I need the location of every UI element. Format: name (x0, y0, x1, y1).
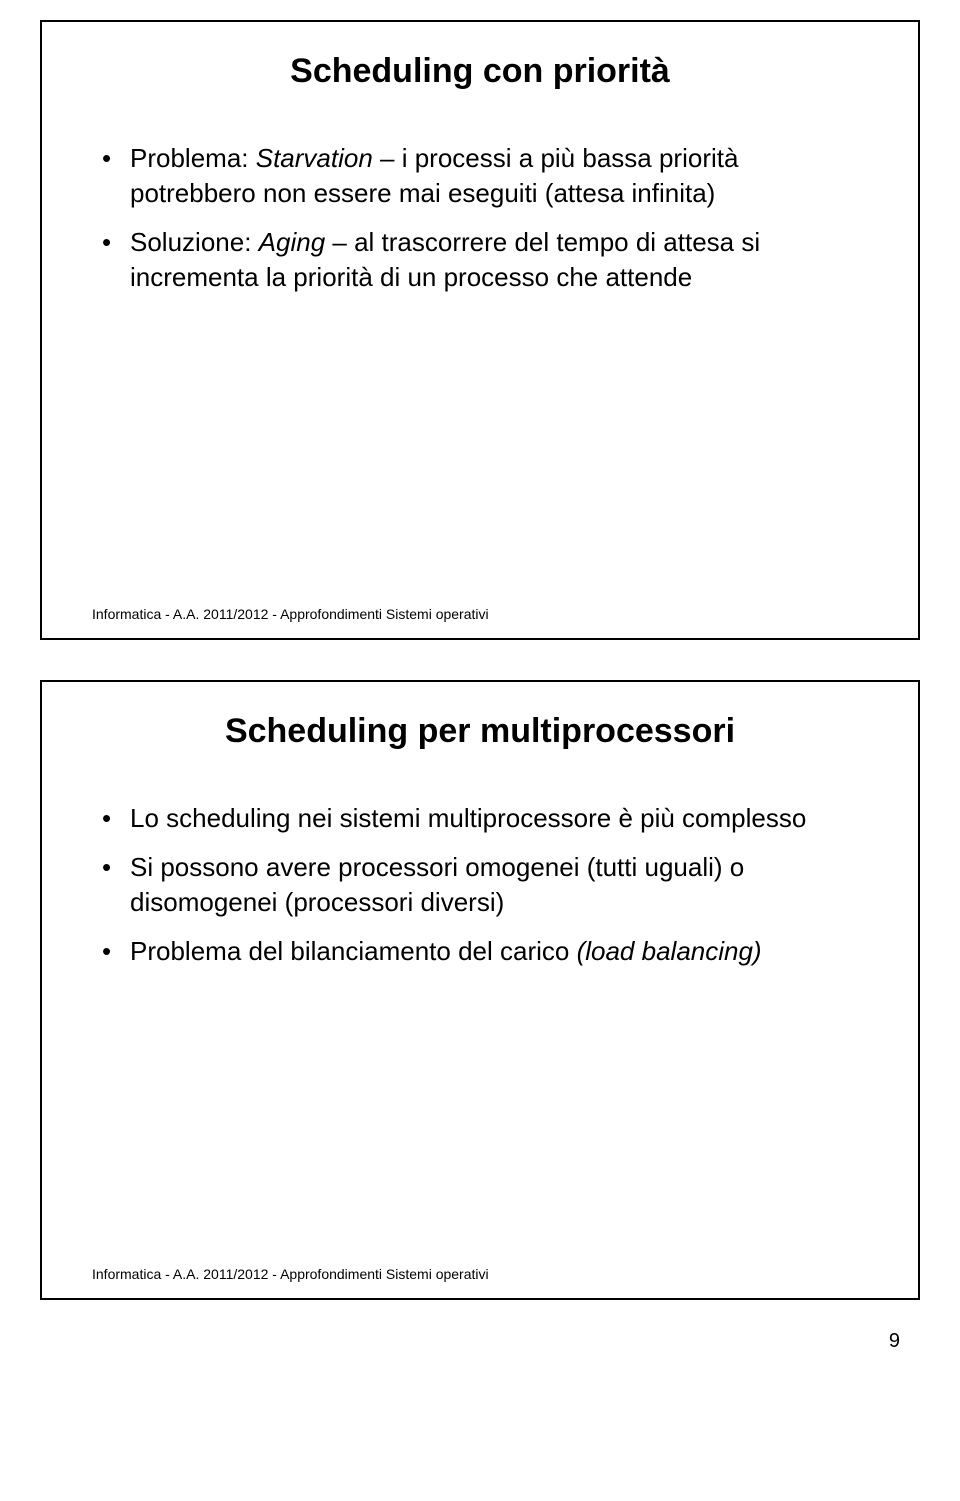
slide-2-bullet-3: Problema del bilanciamento del carico (l… (102, 934, 868, 969)
slide-2-bullet-2: Si possono avere processori omogenei (tu… (102, 850, 868, 920)
bullet-text-em: Starvation (256, 143, 373, 173)
slide-1: Scheduling con priorità Problema: Starva… (40, 20, 920, 640)
slide-1-title: Scheduling con priorità (92, 52, 868, 91)
bullet-text-em: (load balancing) (577, 936, 762, 966)
slide-2-bullets: Lo scheduling nei sistemi multiprocessor… (102, 801, 868, 969)
slide-2: Scheduling per multiprocessori Lo schedu… (40, 680, 920, 1300)
bullet-text-prefix: Soluzione: (130, 227, 259, 257)
slide-2-title: Scheduling per multiprocessori (92, 712, 868, 751)
slide-2-bullet-1: Lo scheduling nei sistemi multiprocessor… (102, 801, 868, 836)
page-number: 9 (40, 1330, 920, 1353)
slide-2-footer: Informatica - A.A. 2011/2012 - Approfond… (92, 1266, 489, 1282)
slide-1-bullets: Problema: Starvation – i processi a più … (102, 141, 868, 295)
bullet-text-prefix: Problema del bilanciamento del carico (130, 936, 577, 966)
slide-1-bullet-2: Soluzione: Aging – al trascorrere del te… (102, 225, 868, 295)
bullet-text-prefix: Problema: (130, 143, 256, 173)
page-container: Scheduling con priorità Problema: Starva… (0, 0, 960, 1373)
slide-1-footer: Informatica - A.A. 2011/2012 - Approfond… (92, 606, 489, 622)
slide-1-bullet-1: Problema: Starvation – i processi a più … (102, 141, 868, 211)
bullet-text-em: Aging (259, 227, 326, 257)
